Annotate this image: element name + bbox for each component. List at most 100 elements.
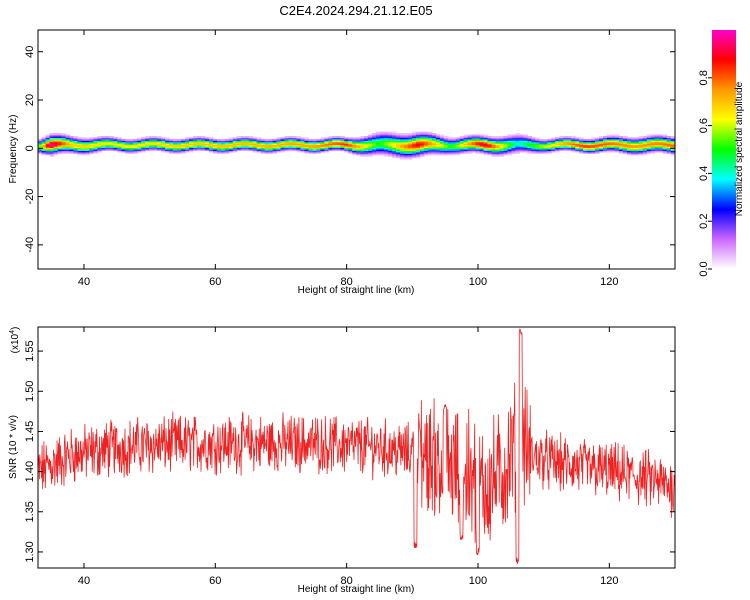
heatmap-cell (411, 140, 417, 143)
heatmap-cell (388, 134, 393, 137)
heatmap-cell (384, 151, 389, 154)
heatmap-cell (308, 138, 314, 141)
heatmap-cell (292, 143, 298, 146)
heatmap-cell (232, 140, 238, 143)
heatmap-cell (670, 150, 675, 153)
heatmap-cell (483, 143, 489, 146)
heatmap-cell (192, 141, 198, 144)
heatmap-cell (435, 144, 441, 147)
heatmap-cell (491, 138, 497, 141)
heatmap-cell (380, 134, 385, 137)
heatmap-cell (487, 146, 493, 149)
heatmap-cell (97, 147, 102, 150)
heatmap-cell (483, 140, 489, 143)
heatmap-cell (646, 138, 652, 141)
heatmap-cell (539, 144, 544, 147)
heatmap-cell (312, 143, 317, 146)
heatmap-cell (388, 138, 393, 141)
heatmap-cell (352, 140, 357, 143)
heatmap-cell (81, 149, 87, 151)
heatmap-cell (495, 135, 501, 138)
heatmap-cell (614, 134, 620, 137)
heatmap-cell (523, 134, 528, 137)
heatmap-cell (511, 135, 517, 138)
heatmap-cell (551, 137, 556, 140)
heatmap-cell (328, 144, 333, 147)
heatmap-cell (232, 141, 238, 144)
heatmap-cell (618, 138, 624, 141)
heatmap-cell (77, 137, 83, 140)
heatmap-cell (101, 147, 106, 150)
heatmap-cell (284, 144, 290, 147)
heatmap-cell (340, 147, 345, 150)
heatmap-cell (543, 146, 548, 149)
heatmap-cell (495, 138, 501, 141)
heatmap-cell (603, 140, 608, 143)
heatmap-cell (439, 147, 445, 150)
heatmap-cell (368, 149, 373, 151)
heatmap-cell (200, 138, 206, 141)
heatmap-cell (622, 137, 628, 140)
heatmap-cell (595, 140, 600, 143)
heatmap-cell (264, 150, 270, 153)
heatmap-cell (630, 150, 636, 153)
heatmap-cell (300, 146, 306, 149)
heatmap-cell (591, 149, 596, 151)
heatmap-cell (65, 134, 71, 137)
heatmap-cell (479, 134, 485, 137)
heatmap-cell (41, 143, 47, 146)
heatmap-cell (324, 143, 329, 146)
heatmap-cell (181, 150, 186, 153)
heatmap-cell (368, 140, 373, 143)
heatmap-cell (101, 138, 106, 141)
heatmap-cell (495, 141, 501, 144)
heatmap-cell (117, 141, 122, 144)
heatmap-cell (228, 140, 234, 143)
heatmap-cell (595, 150, 600, 153)
heatmap-cell (77, 141, 83, 144)
heatmap-cell (252, 149, 258, 151)
heatmap-cell (531, 143, 536, 146)
heatmap-cell (427, 151, 433, 154)
heatmap-cell (431, 149, 437, 151)
heatmap-cell (232, 147, 238, 150)
heatmap-cell (435, 138, 441, 141)
heatmap-cell (141, 141, 146, 144)
heatmap-cell (666, 150, 672, 153)
heatmap-cell (196, 140, 202, 143)
heatmap-cell (403, 137, 409, 140)
heatmap-cell (396, 135, 401, 138)
heatmap-cell (240, 137, 246, 140)
heatmap-cell (527, 150, 532, 153)
heatmap-cell (85, 151, 91, 154)
heatmap-cell (471, 146, 477, 149)
heatmap-cell (372, 151, 377, 154)
heatmap-cell (344, 146, 349, 149)
spectrogram-y-tick-label: 40 (24, 46, 36, 58)
heatmap-cell (145, 149, 150, 151)
heatmap-cell (260, 150, 266, 153)
heatmap-cell (415, 143, 421, 146)
heatmap-cell (471, 135, 477, 138)
heatmap-cell (137, 140, 142, 143)
heatmap-cell (415, 153, 421, 156)
heatmap-cell (288, 137, 294, 140)
heatmap-cell (431, 140, 437, 143)
heatmap-cell (320, 140, 325, 143)
heatmap-cell (53, 150, 59, 153)
heatmap-cell (626, 141, 632, 144)
heatmap-cell (463, 134, 469, 137)
heatmap-cell (463, 143, 469, 146)
heatmap-cell (244, 144, 250, 147)
heatmap-cell (415, 151, 421, 154)
snr-y-label: SNR (10 * v/v) (8, 415, 19, 479)
heatmap-cell (364, 151, 369, 154)
heatmap-cell (455, 151, 461, 154)
heatmap-cell (396, 144, 401, 147)
heatmap-cell (368, 137, 373, 140)
heatmap-cell (240, 135, 246, 138)
heatmap-cell (435, 140, 441, 143)
heatmap-cell (364, 153, 369, 156)
heatmap-cell (165, 144, 170, 147)
heatmap-cell (161, 150, 166, 153)
